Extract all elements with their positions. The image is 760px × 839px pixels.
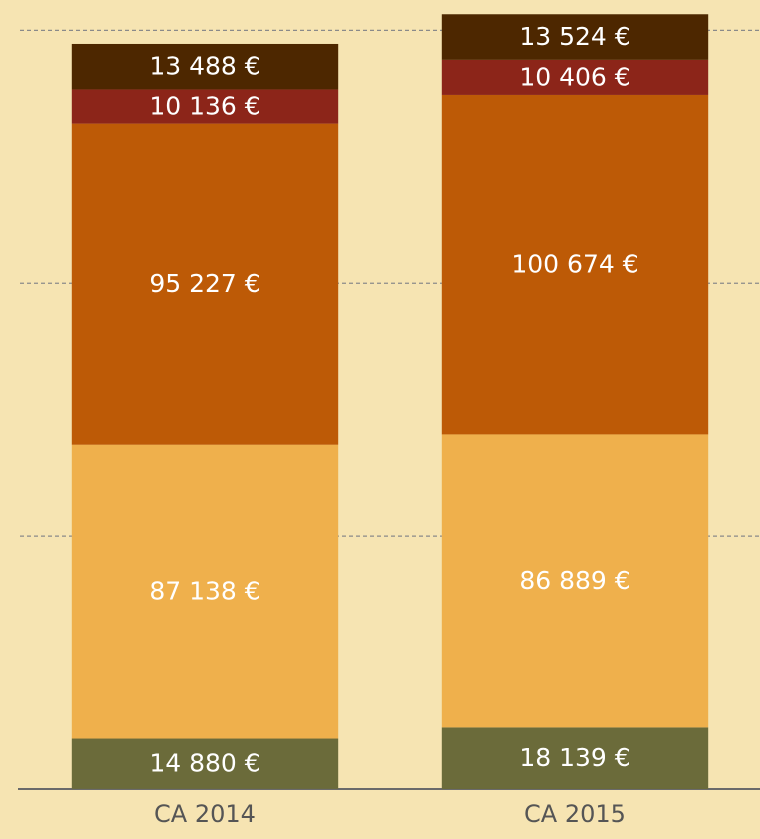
bar-segment xyxy=(441,434,709,728)
value-label: 10 136 € xyxy=(149,92,260,121)
value-label: 100 674 € xyxy=(511,250,638,279)
value-label: 87 138 € xyxy=(149,577,260,606)
bar-segment xyxy=(71,123,339,445)
bar-segment xyxy=(441,14,709,60)
x-tick-label: CA 2015 xyxy=(524,800,626,828)
bar-segment xyxy=(71,738,339,789)
x-tick-label: CA 2014 xyxy=(154,800,256,828)
value-label: 86 889 € xyxy=(519,566,630,595)
value-label: 10 406 € xyxy=(519,62,630,91)
value-label: 14 880 € xyxy=(149,749,260,778)
value-label: 13 488 € xyxy=(149,52,260,81)
bar-segment xyxy=(71,43,339,90)
value-label: 95 227 € xyxy=(149,269,260,298)
bar-segment xyxy=(441,727,709,789)
bar-segment xyxy=(71,89,339,124)
bar-segment xyxy=(441,59,709,95)
value-label: 13 524 € xyxy=(519,22,630,51)
bar-segment xyxy=(71,444,339,739)
bar-segment xyxy=(441,94,709,435)
value-label: 18 139 € xyxy=(519,743,630,772)
